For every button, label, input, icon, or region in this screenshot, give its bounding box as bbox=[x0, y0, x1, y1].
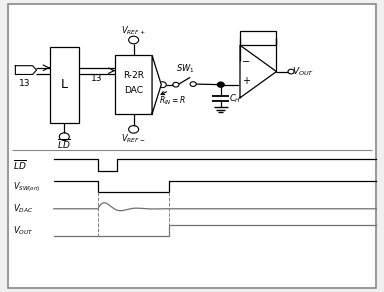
Text: $SW_1$: $SW_1$ bbox=[176, 62, 195, 75]
Text: 13: 13 bbox=[91, 74, 103, 83]
Text: $V_{OUT}$: $V_{OUT}$ bbox=[292, 65, 314, 78]
Polygon shape bbox=[152, 55, 161, 114]
Text: $V_{REF+}$: $V_{REF+}$ bbox=[121, 25, 146, 37]
Text: $V_{OUT}$: $V_{OUT}$ bbox=[13, 225, 34, 237]
Text: +: + bbox=[242, 76, 250, 86]
Text: $\overline{LD}$: $\overline{LD}$ bbox=[57, 138, 71, 152]
Bar bbox=[115, 55, 152, 114]
Text: DAC: DAC bbox=[124, 86, 143, 95]
Text: −: − bbox=[242, 57, 250, 67]
Text: $C_H$: $C_H$ bbox=[229, 93, 242, 105]
Text: R-2R: R-2R bbox=[123, 72, 144, 80]
Bar bbox=[240, 31, 276, 45]
Text: $\overline{LD}$: $\overline{LD}$ bbox=[13, 158, 27, 172]
Bar bbox=[50, 47, 79, 123]
Text: $V_{DAC}$: $V_{DAC}$ bbox=[13, 203, 34, 215]
Text: $V_{SW(on)}$: $V_{SW(on)}$ bbox=[13, 180, 41, 194]
Text: $V_{REF-}$: $V_{REF-}$ bbox=[121, 133, 146, 145]
Text: $R_{IN}=R$: $R_{IN}=R$ bbox=[159, 95, 186, 107]
Polygon shape bbox=[15, 66, 36, 74]
Text: 13: 13 bbox=[19, 79, 31, 88]
Text: L: L bbox=[61, 78, 68, 91]
Circle shape bbox=[217, 82, 224, 87]
Polygon shape bbox=[240, 45, 276, 98]
